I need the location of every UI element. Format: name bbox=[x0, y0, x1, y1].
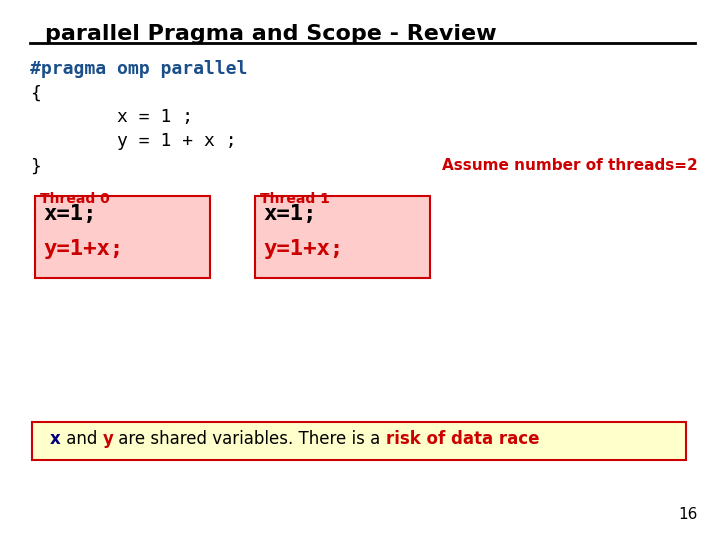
Text: Thread 1: Thread 1 bbox=[260, 192, 330, 206]
Text: }: } bbox=[30, 158, 41, 176]
Text: x=1;: x=1; bbox=[43, 204, 96, 224]
Text: #pragma omp parallel: #pragma omp parallel bbox=[30, 60, 248, 78]
FancyBboxPatch shape bbox=[35, 196, 210, 278]
Text: x = 1 ;: x = 1 ; bbox=[30, 108, 193, 126]
Text: risk of data race: risk of data race bbox=[386, 430, 539, 448]
FancyBboxPatch shape bbox=[32, 422, 686, 460]
Text: Thread 0: Thread 0 bbox=[40, 192, 109, 206]
Text: x: x bbox=[50, 430, 60, 448]
Text: y=1+x;: y=1+x; bbox=[263, 239, 343, 259]
Text: and: and bbox=[60, 430, 102, 448]
Text: y: y bbox=[102, 430, 113, 448]
Text: Assume number of threads=2: Assume number of threads=2 bbox=[442, 158, 698, 173]
Text: y=1+x;: y=1+x; bbox=[43, 239, 123, 259]
Text: 16: 16 bbox=[679, 507, 698, 522]
Text: x=1;: x=1; bbox=[263, 204, 317, 224]
Text: y = 1 + x ;: y = 1 + x ; bbox=[30, 132, 237, 150]
FancyBboxPatch shape bbox=[255, 196, 430, 278]
Text: are shared variables. There is a: are shared variables. There is a bbox=[113, 430, 386, 448]
Text: {: { bbox=[30, 85, 41, 103]
Text: parallel Pragma and Scope - Review: parallel Pragma and Scope - Review bbox=[45, 24, 497, 44]
